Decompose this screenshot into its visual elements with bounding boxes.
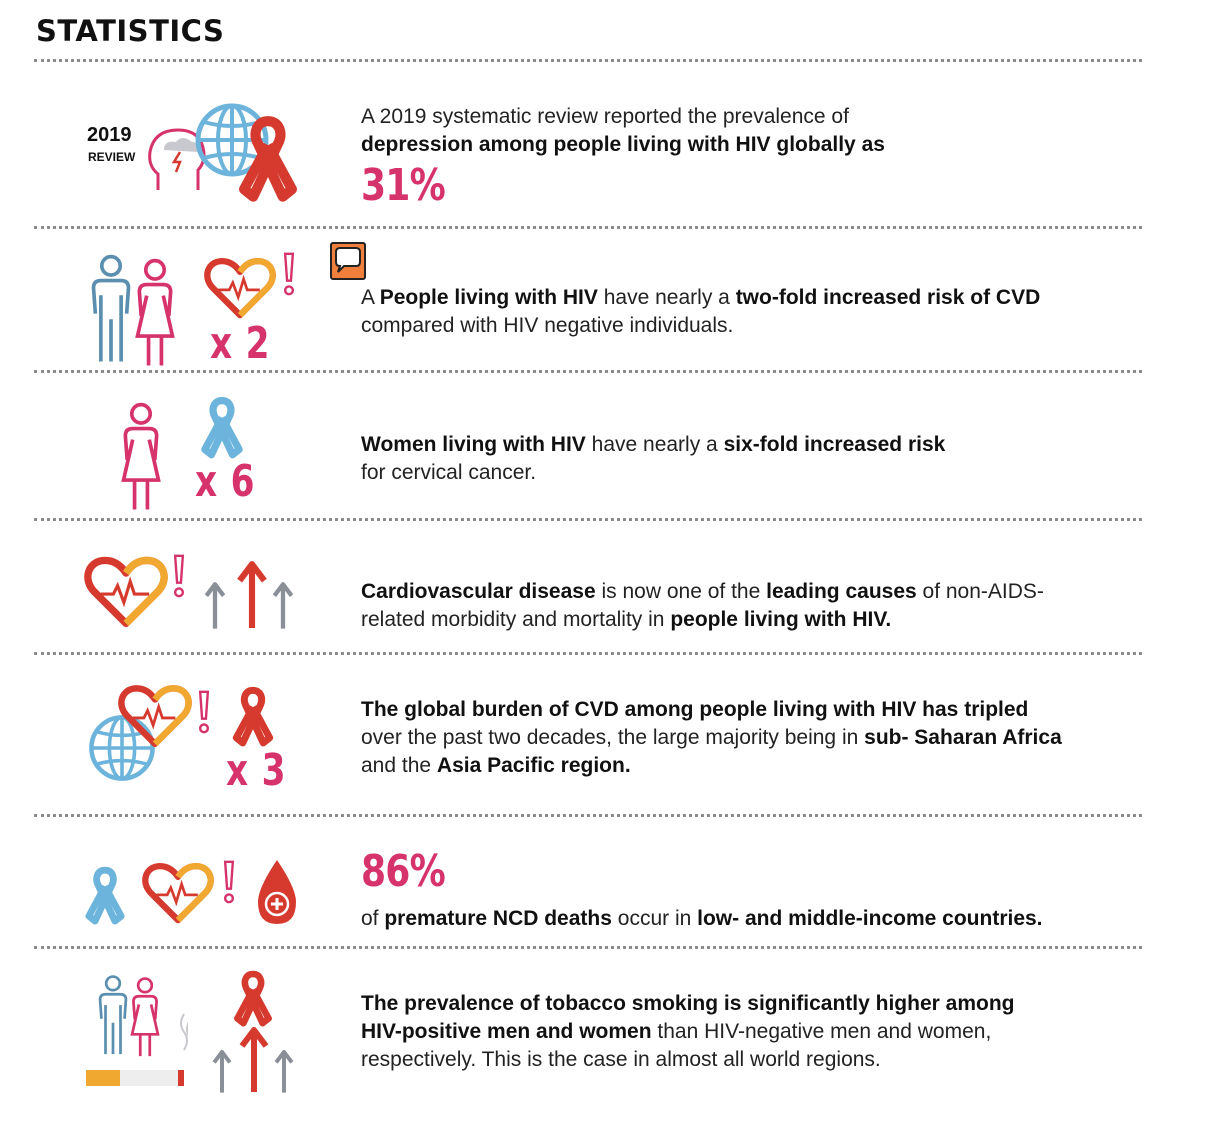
up-arrow-icon — [200, 580, 230, 630]
woman-icon — [132, 258, 178, 370]
stat-line: A 2019 systematic review reported the pr… — [361, 105, 849, 128]
divider — [34, 59, 1142, 62]
stat-text-part: of — [361, 907, 379, 930]
stat-text: The prevalence of tobacco smoking is sig… — [361, 990, 1141, 1074]
stat-text-part: A — [361, 286, 374, 309]
cigarette-icon — [86, 1013, 188, 1086]
up-arrow-icon — [236, 558, 268, 630]
stat-highlight: two-fold increased risk of CVD — [735, 286, 1041, 309]
divider — [34, 814, 1142, 817]
stat-highlight: people living with HIV. — [670, 608, 892, 631]
woman-icon — [118, 402, 164, 514]
red-ribbon-icon — [232, 968, 274, 1028]
stat-line: compared with HIV negative individuals. — [361, 314, 734, 337]
stat-text: The global burden of CVD among people li… — [361, 696, 1141, 780]
risk-multiplier: x 6 — [195, 456, 256, 507]
heart-pulse-icon — [204, 257, 276, 321]
exclamation-icon — [197, 688, 211, 736]
stat-text: A 2019 systematic review reported the pr… — [361, 103, 1141, 159]
heart-pulse-icon — [84, 556, 168, 630]
review-label: REVIEW — [88, 150, 136, 164]
divider — [34, 946, 1142, 949]
divider — [34, 518, 1142, 521]
blue-ribbon-icon — [84, 864, 126, 926]
stat-text-part: and the — [361, 754, 432, 777]
stat-highlight: low- and middle-income countries. — [697, 907, 1043, 930]
stat-highlight: People living with HIV — [379, 286, 598, 309]
stat-highlight: Women living with HIV — [361, 433, 586, 456]
stat-text-part: related morbidity and mortality in — [361, 608, 665, 631]
comment-button[interactable] — [330, 242, 366, 280]
stat-highlight: Asia Pacific region. — [436, 754, 631, 777]
stat-text-part: have nearly a — [591, 433, 718, 456]
risk-multiplier: x 3 — [226, 745, 287, 796]
up-arrow-icon — [268, 580, 298, 630]
stat-highlight: six-fold increased risk — [723, 433, 946, 456]
stat-percent: 86% — [361, 846, 446, 897]
stat-text-part: of non-AIDS- — [922, 580, 1044, 603]
stat-highlight: premature NCD deaths — [384, 907, 612, 930]
blood-drop-icon — [258, 860, 296, 924]
stat-text: of premature NCD deaths occur in low- an… — [361, 905, 1141, 933]
stat-text: A People living with HIV have nearly a t… — [361, 284, 1141, 340]
divider — [34, 226, 1142, 229]
stat-text: Women living with HIV have nearly a six-… — [361, 431, 1141, 487]
stat-line: for cervical cancer. — [361, 461, 537, 484]
stat-highlight: Cardiovascular disease — [361, 580, 596, 603]
risk-multiplier: x 2 — [210, 318, 271, 369]
stat-highlight: depression among people living with HIV … — [361, 133, 885, 156]
speech-bubble-icon — [335, 247, 361, 273]
up-arrow-icon — [270, 1048, 298, 1094]
blue-ribbon-icon — [200, 394, 244, 460]
stat-text: Cardiovascular disease is now one of the… — [361, 578, 1141, 634]
stat-highlight: HIV-positive men and women — [361, 1020, 652, 1043]
stat-text-part: is now one of the — [601, 580, 761, 603]
red-ribbon-icon — [232, 684, 274, 748]
stat-percent: 31% — [361, 160, 446, 211]
man-icon — [88, 250, 134, 370]
stat-text-part: than HIV-negative men and women, — [657, 1020, 992, 1043]
stat-highlight: leading causes — [766, 580, 917, 603]
exclamation-icon — [172, 552, 186, 600]
stat-text-part: have nearly a — [603, 286, 730, 309]
stat-text-part: occur in — [617, 907, 692, 930]
up-arrow-icon — [208, 1048, 236, 1094]
stat-highlight: sub- Saharan Africa — [864, 726, 1062, 749]
up-arrow-icon — [238, 1024, 270, 1094]
divider — [34, 370, 1142, 373]
stat-line: respectively. This is the case in almost… — [361, 1048, 881, 1071]
divider — [34, 652, 1142, 655]
heart-pulse-icon — [118, 684, 192, 750]
review-year-badge: 2019 — [87, 124, 132, 146]
red-ribbon-icon — [238, 112, 298, 204]
stat-text-part: over the past two decades, the large maj… — [361, 726, 859, 749]
exclamation-icon — [222, 858, 236, 906]
stat-highlight: The prevalence of tobacco smoking is sig… — [361, 992, 1015, 1015]
stat-highlight: The global burden of CVD among people li… — [361, 698, 1029, 721]
exclamation-icon — [282, 250, 296, 298]
heart-pulse-icon — [142, 862, 214, 926]
page-title: STATISTICS — [36, 14, 225, 48]
